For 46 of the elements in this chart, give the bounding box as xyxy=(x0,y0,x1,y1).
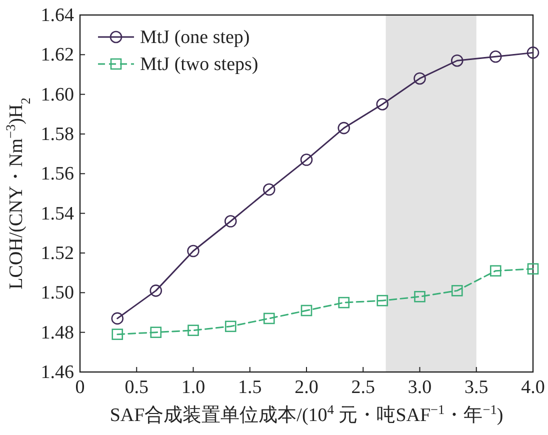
x-tick-label: 3.0 xyxy=(408,377,432,398)
x-tick-label: 2.0 xyxy=(294,377,318,398)
point xyxy=(526,46,540,59)
point xyxy=(111,312,124,325)
x-tick-label: 0 xyxy=(75,377,85,398)
y-tick-label: 1.48 xyxy=(40,322,74,344)
y-tick-label: 1.56 xyxy=(40,164,74,185)
legend-label: MtJ (two steps) xyxy=(140,54,258,75)
point xyxy=(187,244,200,258)
y-tick-label: 1.54 xyxy=(40,203,74,224)
y-tick-label: 1.52 xyxy=(40,243,74,264)
point xyxy=(376,98,389,110)
point xyxy=(150,326,162,338)
point xyxy=(489,50,502,63)
point xyxy=(450,54,464,67)
point xyxy=(224,215,237,228)
point xyxy=(451,285,463,296)
point xyxy=(338,122,350,134)
point xyxy=(224,320,236,332)
x-tick-label: 1.0 xyxy=(181,377,206,398)
point xyxy=(414,72,426,85)
point xyxy=(262,183,276,196)
point xyxy=(376,294,388,306)
y-tick-label: 1.64 xyxy=(40,5,74,26)
point xyxy=(188,324,199,336)
y-tick-label: 1.62 xyxy=(40,44,74,66)
point xyxy=(527,263,539,275)
point xyxy=(300,154,313,166)
y-tick-label: 1.46 xyxy=(40,362,74,383)
point xyxy=(112,328,124,340)
x-axis-title: SAF合成装置单位成本/(10$^{4}$ 元・吨SAF$^{−1}$・年$^{−1}$) xyxy=(110,402,504,426)
point xyxy=(263,312,275,324)
point xyxy=(300,304,312,316)
x-tick-label: 1.5 xyxy=(238,377,262,398)
legend-label: MtJ (one step) xyxy=(140,27,250,48)
x-tick-label: 4.0 xyxy=(521,377,545,398)
y-tick-label: 1.58 xyxy=(40,124,74,145)
point xyxy=(414,290,426,302)
point xyxy=(338,296,350,308)
point xyxy=(150,284,162,297)
y-tick-label: 1.50 xyxy=(40,282,74,304)
x-tick-label: 3.5 xyxy=(464,377,488,398)
point xyxy=(490,265,502,276)
y-tick-label: 1.60 xyxy=(40,84,74,106)
x-tick-label: 0.5 xyxy=(124,377,148,398)
x-tick-label: 2.5 xyxy=(351,377,375,398)
